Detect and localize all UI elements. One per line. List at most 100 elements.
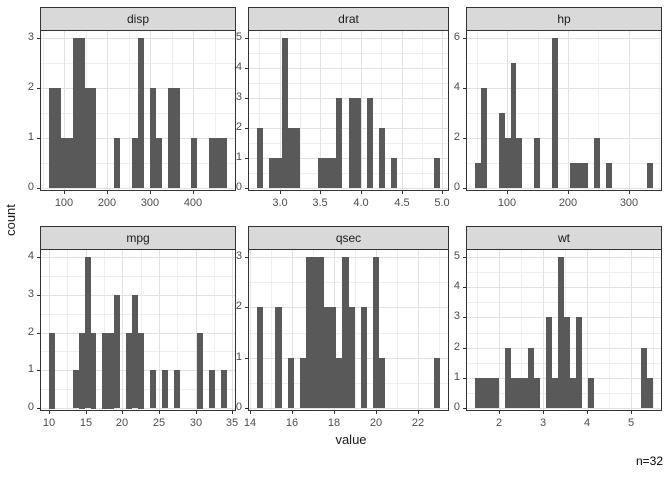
y-tick-label: 1: [27, 363, 34, 375]
gridline-minor-horizontal: [467, 113, 661, 114]
y-tick-mark: [245, 408, 248, 409]
x-tick-label: 4.5: [394, 197, 410, 209]
facet-strip-hp: hp: [466, 7, 662, 30]
histogram-bar: [126, 333, 132, 409]
x-tick-label: 20: [369, 417, 383, 429]
histogram-bar: [312, 257, 318, 408]
gridline-major-horizontal: [41, 188, 235, 189]
gridline-minor-horizontal: [41, 276, 235, 277]
facet-strip-wt: wt: [466, 226, 662, 249]
x-tick-mark: [150, 191, 151, 194]
y-tick-label: 2: [453, 131, 460, 143]
histogram-bar: [269, 158, 275, 188]
y-tick-label: 1: [453, 371, 460, 383]
y-tick-mark: [37, 408, 40, 409]
gridline-minor-vertical: [598, 31, 599, 190]
y-tick-mark: [37, 188, 40, 189]
gridline-minor-horizontal: [249, 83, 448, 84]
histogram-bar: [197, 333, 203, 409]
y-tick-mark: [37, 38, 40, 39]
histogram-bar: [300, 358, 306, 408]
gridline-minor-horizontal: [249, 173, 448, 174]
y-tick-mark: [245, 307, 248, 308]
histogram-bar: [391, 158, 397, 188]
histogram-bar: [355, 98, 361, 188]
facet-strip-mpg: mpg: [40, 226, 236, 249]
facet-panel-disp: [40, 30, 236, 191]
histogram-bar: [55, 88, 61, 188]
x-tick-label: 14: [243, 417, 257, 429]
gridline-major-horizontal: [467, 138, 661, 139]
histogram-bar: [138, 38, 144, 188]
histogram-bar: [481, 88, 487, 188]
y-tick-label: 4: [453, 280, 460, 292]
y-tick-mark: [245, 188, 248, 189]
gridline-minor-horizontal: [467, 163, 661, 164]
histogram-bar: [511, 63, 516, 188]
histogram-bar: [108, 333, 114, 409]
histogram-bar: [114, 138, 120, 188]
facet-label-wt: wt: [558, 231, 570, 245]
histogram-bar: [49, 88, 55, 188]
gridline-major-horizontal: [41, 257, 235, 258]
histogram-bar: [79, 333, 85, 409]
facet-label-hp: hp: [557, 12, 571, 26]
histogram-bar: [558, 257, 564, 408]
histogram-bar: [318, 257, 324, 408]
y-tick-label: 4: [453, 81, 460, 93]
gridline-major-vertical: [49, 250, 50, 410]
x-tick-label: 30: [189, 417, 203, 429]
y-tick-mark: [245, 98, 248, 99]
histogram-bar: [275, 158, 282, 188]
y-tick-mark: [463, 257, 466, 258]
y-tick-mark: [245, 68, 248, 69]
histogram-bar: [150, 370, 156, 408]
histogram-bar: [330, 307, 336, 408]
gridline-major-horizontal: [467, 188, 661, 189]
y-tick-label: 0: [453, 401, 460, 413]
histogram-bar: [570, 163, 576, 188]
gridline-major-vertical: [159, 250, 160, 410]
histogram-bar: [168, 88, 174, 188]
y-tick-label: 2: [235, 121, 242, 133]
x-tick-label: 16: [285, 417, 299, 429]
gridline-major-horizontal: [249, 188, 448, 189]
gridline-major-vertical: [250, 250, 251, 410]
x-tick-mark: [193, 191, 194, 194]
x-tick-label: 3.0: [272, 197, 288, 209]
gridline-minor-vertical: [653, 250, 654, 410]
gridline-major-vertical: [631, 250, 632, 410]
y-tick-mark: [37, 370, 40, 371]
histogram-bar: [174, 88, 180, 188]
y-tick-label: 5: [453, 250, 460, 262]
histogram-bar: [162, 370, 168, 408]
gridline-minor-vertical: [538, 31, 539, 190]
gridline-minor-vertical: [397, 250, 398, 410]
gridline-minor-vertical: [129, 31, 130, 190]
gridline-major-horizontal: [467, 408, 661, 409]
gridline-minor-vertical: [422, 31, 423, 190]
y-tick-mark: [463, 317, 466, 318]
x-tick-mark: [64, 191, 65, 194]
x-tick-label: 35: [225, 417, 239, 429]
histogram-bar: [606, 163, 612, 188]
x-tick-label: 5.0: [434, 197, 450, 209]
histogram-bar: [73, 370, 79, 408]
gridline-minor-horizontal: [249, 143, 448, 144]
y-tick-mark: [37, 295, 40, 296]
gridline-minor-vertical: [215, 31, 216, 190]
gridline-minor-vertical: [659, 31, 660, 190]
histogram-bar: [576, 317, 582, 408]
y-tick-label: 2: [453, 341, 460, 353]
gridline-minor-horizontal: [467, 272, 661, 273]
histogram-bar: [511, 378, 517, 408]
gridline-minor-vertical: [177, 250, 178, 410]
gridline-major-vertical: [122, 250, 123, 410]
gridline-major-vertical: [107, 31, 108, 190]
gridline-major-horizontal: [249, 408, 448, 409]
x-tick-label: 200: [97, 197, 117, 209]
y-tick-label: 0: [235, 181, 242, 193]
x-tick-mark: [320, 191, 321, 194]
histogram-bar: [282, 38, 288, 188]
